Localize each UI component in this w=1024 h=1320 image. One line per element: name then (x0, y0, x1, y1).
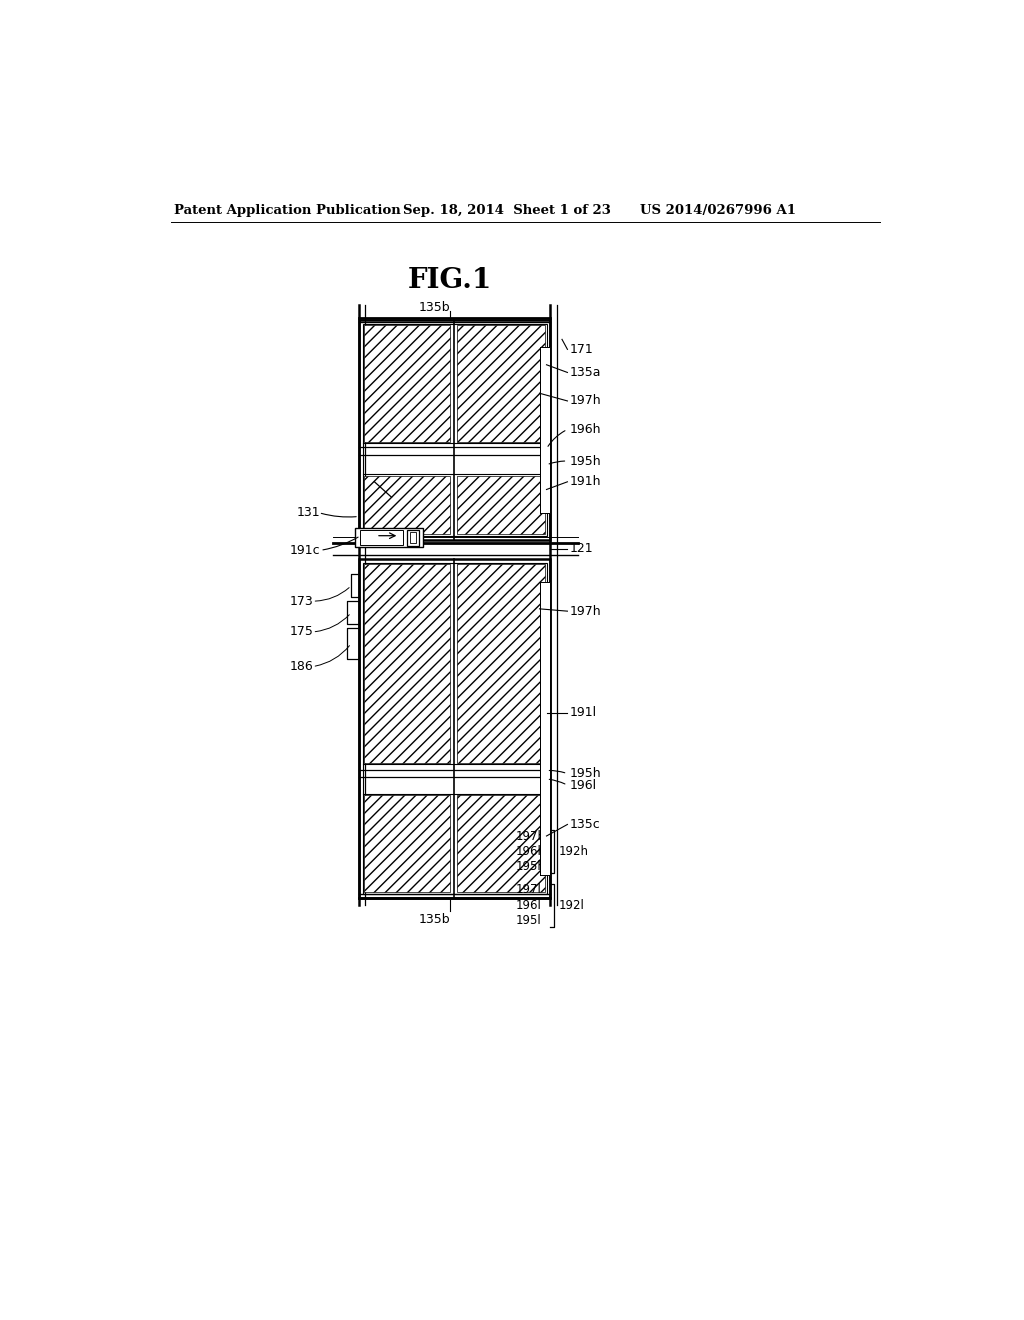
Text: 171: 171 (569, 343, 594, 356)
Bar (540, 347, 550, 512)
Text: 121: 121 (569, 543, 593, 556)
Bar (410, 532, 417, 544)
Bar (458, 795, 545, 892)
Bar (365, 326, 450, 442)
Text: 197l: 197l (515, 883, 542, 896)
Text: 135b: 135b (419, 301, 450, 314)
Text: 196l: 196l (569, 779, 597, 792)
Text: 191l: 191l (569, 706, 597, 719)
Text: 175: 175 (289, 626, 313, 639)
Bar (458, 326, 545, 442)
Bar (359, 558, 550, 898)
Bar (365, 475, 450, 535)
Bar (458, 475, 545, 535)
Bar (458, 564, 545, 763)
Bar (362, 323, 547, 536)
Bar (359, 531, 403, 545)
Text: 195h: 195h (569, 767, 601, 780)
Text: 131: 131 (297, 506, 321, 519)
Text: 135b: 135b (419, 912, 450, 925)
Text: 196h: 196h (569, 422, 601, 436)
Text: 196l: 196l (515, 899, 542, 912)
Bar (540, 582, 550, 875)
Text: 195l: 195l (515, 915, 542, 927)
Text: 135c: 135c (569, 818, 600, 832)
Bar (355, 528, 423, 548)
Text: 173: 173 (289, 594, 313, 607)
Text: 192h: 192h (559, 845, 589, 858)
Text: Sep. 18, 2014  Sheet 1 of 23: Sep. 18, 2014 Sheet 1 of 23 (403, 205, 611, 218)
Text: 196h: 196h (515, 845, 546, 858)
Text: US 2014/0267996 A1: US 2014/0267996 A1 (640, 205, 796, 218)
Text: 135a: 135a (569, 366, 601, 379)
Text: 195h: 195h (515, 861, 546, 874)
Bar (362, 562, 547, 894)
Bar (359, 321, 550, 540)
Bar (365, 564, 450, 763)
Text: 191h: 191h (569, 475, 601, 488)
Text: Patent Application Publication: Patent Application Publication (174, 205, 401, 218)
Text: 191c: 191c (289, 544, 319, 557)
Text: 186: 186 (289, 660, 313, 673)
Bar (407, 529, 419, 545)
Text: 197h: 197h (569, 395, 601, 408)
Text: 192l: 192l (559, 899, 585, 912)
Bar (365, 795, 450, 892)
Text: 197h: 197h (515, 829, 546, 842)
Text: 197h: 197h (569, 605, 601, 618)
Text: 195h: 195h (569, 454, 601, 467)
Text: FIG.1: FIG.1 (408, 267, 492, 293)
